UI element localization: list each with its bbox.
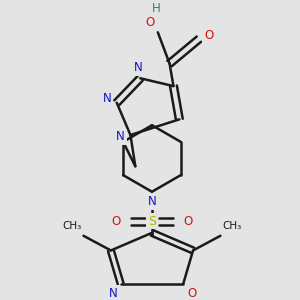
Text: O: O	[111, 214, 120, 228]
Text: N: N	[134, 61, 142, 74]
Text: O: O	[184, 214, 193, 228]
Text: CH₃: CH₃	[62, 221, 81, 231]
Text: O: O	[188, 287, 197, 300]
Text: H: H	[152, 2, 160, 15]
Text: N: N	[103, 92, 111, 105]
Text: CH₃: CH₃	[223, 221, 242, 231]
Text: O: O	[146, 16, 154, 29]
Text: N: N	[116, 130, 125, 143]
Text: N: N	[148, 195, 156, 208]
Text: N: N	[108, 287, 117, 300]
Text: O: O	[204, 29, 213, 42]
Text: S: S	[148, 214, 156, 228]
